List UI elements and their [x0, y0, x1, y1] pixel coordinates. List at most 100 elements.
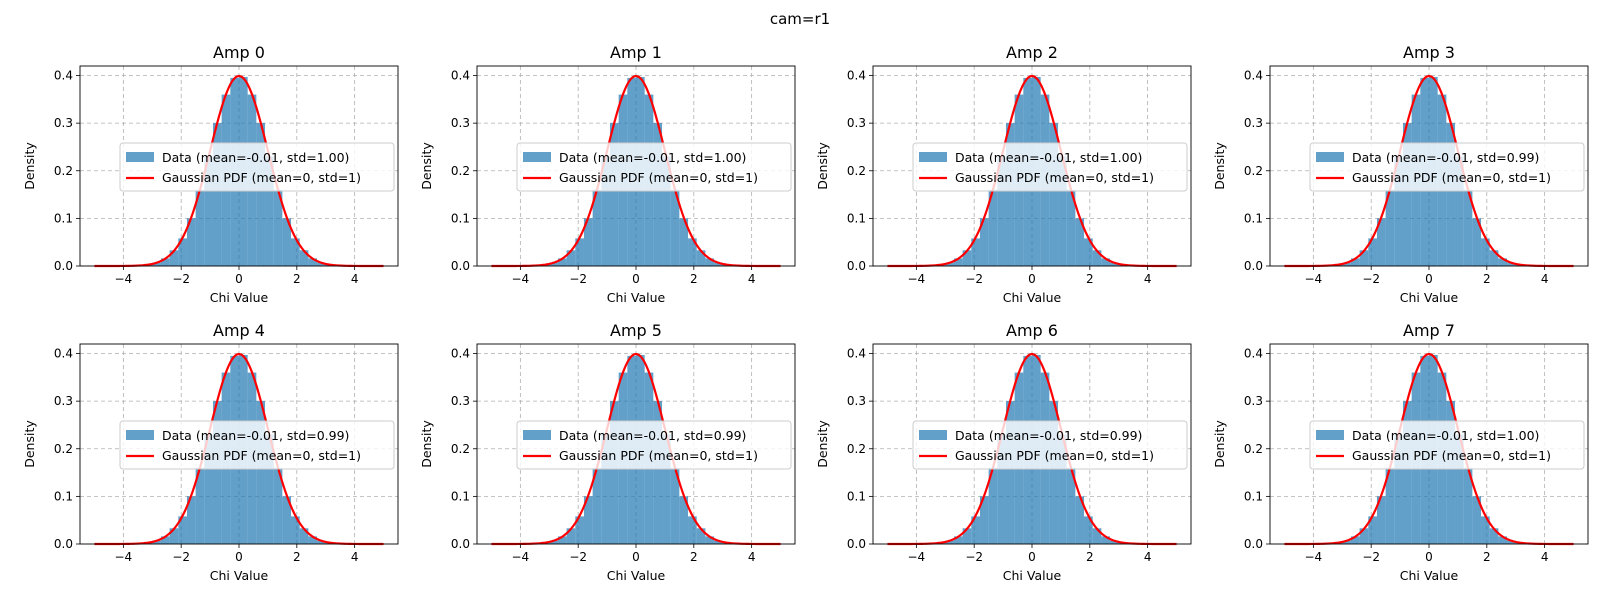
histogram-bar — [317, 540, 326, 544]
y-tick-label: 0.0 — [847, 537, 866, 551]
histogram-bar — [1075, 218, 1085, 266]
y-tick-label: 0.3 — [54, 116, 73, 130]
histogram-bar — [299, 528, 309, 544]
y-tick-label: 0.4 — [1244, 69, 1263, 83]
histogram-bar — [186, 496, 196, 544]
y-tick-label: 0.2 — [54, 164, 73, 178]
histogram-bar — [282, 218, 292, 266]
subplot-amp-0: −4 −2 0 2 4 0.0 0.1 0.2 0.3 0.4 Amp 0 Chi Value Dens… — [22, 43, 399, 305]
gaussian-pdf-line — [491, 74, 781, 268]
x-tick-label: 0 — [1425, 272, 1433, 286]
y-tick-label: 0.2 — [1244, 442, 1263, 456]
x-axis-label: Chi Value — [607, 290, 666, 305]
histogram-bar — [204, 156, 213, 266]
x-tick-label: 2 — [1086, 550, 1094, 564]
histogram-bar — [1092, 250, 1102, 266]
histogram-bar — [1472, 496, 1482, 544]
y-tick-label: 0.2 — [451, 164, 470, 178]
legend-label-data: Data (mean=-0.01, std=0.99) — [162, 428, 349, 443]
x-tick-label: 4 — [1144, 550, 1152, 564]
histogram-bar — [1084, 516, 1093, 544]
y-tick-label: 0.2 — [847, 164, 866, 178]
histogram-bar — [169, 250, 179, 266]
histogram-bar — [1394, 434, 1403, 544]
histogram-bar — [265, 434, 274, 544]
subplot-amp-5: −4 −2 0 2 4 0.0 0.1 0.2 0.3 0.4 Amp 5 Chi Value Dens… — [419, 321, 796, 583]
histogram-bar — [1507, 262, 1516, 266]
legend: Data (mean=-0.01, std=0.99) Gaussian PDF … — [1309, 142, 1585, 192]
y-tick-label: 0.3 — [847, 116, 866, 130]
histogram-bar — [308, 258, 318, 266]
y-tick-label: 0.0 — [451, 259, 470, 273]
y-tick-label: 0.2 — [1244, 164, 1263, 178]
legend-label-gaussian: Gaussian PDF (mean=0, std=1) — [1352, 170, 1551, 185]
histogram-bar — [566, 250, 576, 266]
x-tick-label: 0 — [1028, 550, 1036, 564]
histogram-bar — [1110, 262, 1119, 266]
histogram-bar — [1507, 540, 1516, 544]
legend-swatch-histogram — [919, 152, 947, 162]
y-tick-label: 0.1 — [451, 489, 470, 503]
histogram-bar — [575, 238, 584, 266]
y-axis-label: Density — [22, 142, 37, 190]
histogram-bar — [1359, 528, 1369, 544]
histogram-bar — [1110, 540, 1119, 544]
histogram-bar — [317, 262, 326, 266]
legend-label-data: Data (mean=-0.01, std=0.99) — [1352, 150, 1539, 165]
y-tick-label: 0.3 — [451, 394, 470, 408]
x-tick-label: 4 — [351, 550, 359, 564]
legend: Data (mean=-0.01, std=0.99) Gaussian PDF … — [119, 420, 395, 470]
subplot-title: Amp 5 — [610, 321, 662, 340]
legend-label-data: Data (mean=-0.01, std=1.00) — [559, 150, 746, 165]
x-tick-label: 2 — [293, 272, 301, 286]
histogram-bar — [945, 540, 954, 544]
histogram-bar — [1101, 536, 1111, 544]
histogram-bar — [299, 250, 309, 266]
subplot-amp-2: −4 −2 0 2 4 0.0 0.1 0.2 0.3 0.4 Amp 2 Chi Value Dens… — [815, 43, 1192, 305]
histogram-bar — [1472, 218, 1482, 266]
histogram-bar — [212, 123, 222, 267]
gaussian-pdf-line — [887, 74, 1177, 268]
y-axis-label: Density — [815, 420, 830, 468]
histogram-bar — [1049, 123, 1059, 267]
histogram-bar — [1385, 189, 1395, 266]
y-axis-label: Density — [1212, 420, 1227, 468]
y-tick-label: 0.3 — [847, 394, 866, 408]
legend: Data (mean=-0.01, std=1.00) Gaussian PDF … — [1309, 420, 1585, 470]
histogram-bar — [169, 528, 179, 544]
subplot-amp-4: −4 −2 0 2 4 0.0 0.1 0.2 0.3 0.4 Amp 4 Chi Value Dens… — [22, 321, 399, 583]
x-tick-label: −2 — [172, 550, 190, 564]
histogram-bar — [1402, 401, 1412, 544]
legend-box — [1309, 420, 1585, 470]
legend-label-gaussian: Gaussian PDF (mean=0, std=1) — [559, 448, 758, 463]
x-tick-label: 2 — [293, 550, 301, 564]
legend-label-gaussian: Gaussian PDF (mean=0, std=1) — [955, 170, 1154, 185]
y-axis-label: Density — [815, 142, 830, 190]
legend-swatch-histogram — [919, 430, 947, 440]
histogram-bar — [265, 156, 274, 266]
y-tick-label: 0.2 — [54, 442, 73, 456]
histogram-bar — [1066, 467, 1076, 544]
histogram-bar — [1489, 528, 1499, 544]
histogram-bar — [160, 536, 170, 544]
y-tick-label: 0.2 — [847, 442, 866, 456]
legend-label-gaussian: Gaussian PDF (mean=0, std=1) — [955, 448, 1154, 463]
legend: Data (mean=-0.01, std=0.99) Gaussian PDF … — [516, 420, 792, 470]
x-axis-label: Chi Value — [1003, 290, 1062, 305]
x-axis-label: Chi Value — [210, 568, 269, 583]
y-tick-label: 0.4 — [54, 347, 73, 361]
histogram-bar — [988, 189, 998, 266]
histogram-bar — [557, 536, 567, 544]
histogram-bar — [256, 401, 266, 544]
legend: Data (mean=-0.01, std=1.00) Gaussian PDF … — [516, 142, 792, 192]
histogram-bar — [1385, 467, 1395, 544]
histogram-bar — [1455, 156, 1464, 266]
subplot-title: Amp 3 — [1403, 43, 1455, 62]
legend-box — [119, 142, 395, 192]
histogram-bar — [953, 258, 963, 266]
histogram-bar — [1101, 258, 1111, 266]
histogram-bar — [1463, 189, 1473, 266]
histogram-bar — [1005, 123, 1015, 267]
x-tick-label: 4 — [748, 272, 756, 286]
